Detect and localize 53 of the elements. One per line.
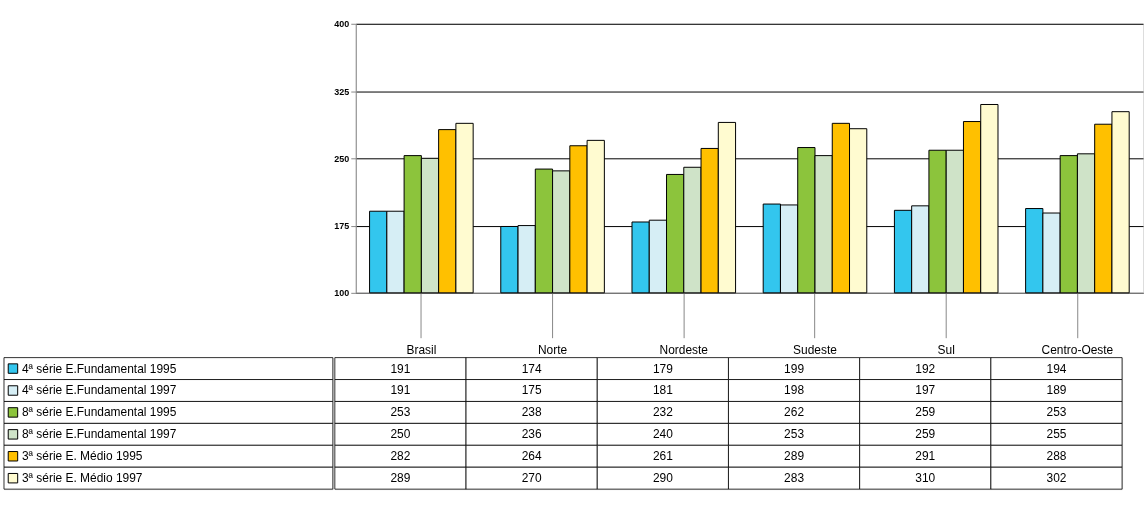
data-label: 264: [521, 449, 542, 464]
data-label: 238: [521, 405, 542, 420]
data-label: 197: [915, 383, 936, 398]
data-label: 253: [390, 405, 411, 420]
y-tick-label: 400: [334, 19, 350, 30]
legend-label: 4ª série E.Fundamental 1995: [21, 361, 177, 376]
legend-label: 3ª série E. Médio 1995: [21, 449, 143, 464]
data-label: 236: [521, 427, 542, 442]
data-label: 289: [784, 449, 805, 464]
y-tick-label: 175: [334, 221, 350, 232]
data-label: 181: [652, 383, 674, 398]
data-label: 289: [390, 471, 411, 486]
x-tick-label: Centro-Oeste: [1041, 343, 1114, 358]
data-label: 194: [1046, 361, 1067, 376]
data-label: 179: [652, 361, 674, 376]
data-label: 302: [1046, 471, 1067, 486]
data-label: 240: [652, 427, 674, 442]
data-label: 189: [1046, 383, 1067, 398]
data-label: 192: [915, 361, 936, 376]
x-tick-label: Brasil: [406, 343, 437, 358]
data-label: 174: [521, 361, 542, 376]
data-label: 259: [915, 427, 936, 442]
data-label: 191: [390, 383, 411, 398]
data-label: 259: [915, 405, 936, 420]
data-label: 290: [652, 471, 674, 486]
data-label: 310: [915, 471, 936, 486]
data-label: 198: [784, 383, 805, 398]
data-label: 253: [784, 427, 805, 442]
data-label: 255: [1046, 427, 1067, 442]
data-label: 283: [784, 471, 805, 486]
y-tick-label: 250: [334, 153, 350, 164]
legend-label: 8ª série E.Fundamental 1997: [21, 427, 177, 442]
data-label: 199: [784, 361, 805, 376]
y-tick-label: 100: [334, 288, 350, 299]
legend-label: 3ª série E. Médio 1997: [21, 471, 143, 486]
data-label: 270: [521, 471, 542, 486]
data-label: 282: [390, 449, 411, 464]
data-label: 288: [1046, 449, 1067, 464]
data-label: 261: [652, 449, 674, 464]
data-label: 253: [1046, 405, 1067, 420]
legend-label: 8ª série E.Fundamental 1995: [21, 405, 177, 420]
legend-label: 4ª série E.Fundamental 1997: [21, 383, 177, 398]
data-label: 232: [652, 405, 674, 420]
x-tick-label: Norte: [537, 343, 568, 358]
y-tick-label: 325: [334, 86, 350, 97]
x-tick-label: Nordeste: [659, 343, 709, 358]
data-label: 262: [784, 405, 805, 420]
data-label: 250: [390, 427, 411, 442]
x-tick-label: Sul: [937, 343, 955, 358]
data-label: 175: [521, 383, 542, 398]
x-tick-label: Sudeste: [793, 343, 838, 358]
data-label: 291: [915, 449, 936, 464]
data-label: 191: [390, 361, 411, 376]
